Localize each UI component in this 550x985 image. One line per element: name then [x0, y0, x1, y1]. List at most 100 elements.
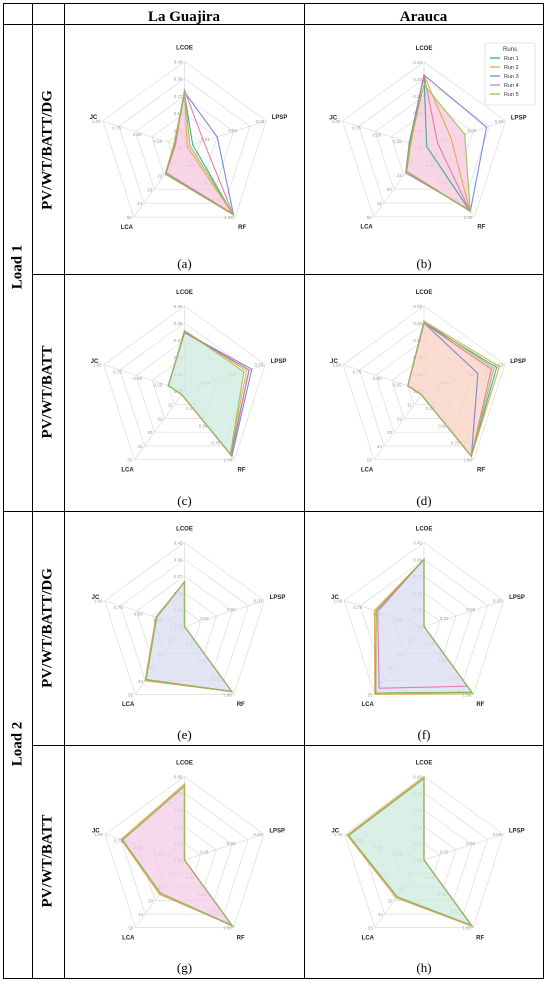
tick-label: 0.50 [373, 376, 382, 381]
tick-label: 11 [168, 403, 173, 408]
tick-label: 55 [367, 215, 373, 220]
tick-label: 0.02 [468, 128, 477, 133]
divider [64, 4, 65, 978]
series-line-run-5 [347, 777, 474, 927]
tick-label: 44 [378, 912, 384, 917]
axis-spoke [184, 120, 267, 148]
grid-ring [104, 776, 265, 928]
panel-label: (h) [416, 960, 432, 975]
tick-label: 0.25 [393, 139, 402, 144]
tick-label: 1.00 [334, 832, 343, 837]
tick-label: 1.00 [223, 926, 232, 931]
tick-label: 0.36 [413, 77, 422, 82]
axis-title-rf: RF [237, 467, 245, 473]
tick-label: 0.50 [133, 132, 142, 137]
tick-label: 33 [148, 430, 154, 435]
axis-title-rf: RF [238, 225, 246, 231]
radar-panel-g: 0.090.180.270.360.450.000.010.020.030.25… [65, 746, 304, 978]
tick-label: 1.00 [224, 458, 233, 463]
tick-label: 0.75 [112, 126, 121, 131]
legend-item: Run 1 [504, 56, 519, 62]
config-label: PV/WT/BATT [39, 814, 56, 908]
tick-label: 22 [157, 173, 163, 178]
tick-label: 0.25 [186, 406, 195, 411]
tick-label: 0.01 [201, 137, 210, 142]
tick-label: 0.18 [174, 111, 183, 116]
grid-ring [342, 61, 506, 218]
axis-title-jc: JC [92, 828, 100, 834]
axis-spoke [134, 390, 185, 460]
tick-label: 1.00 [94, 599, 103, 604]
tick-label: 0.75 [114, 839, 123, 844]
config-label: PV/WT/BATT/DG [39, 90, 56, 210]
tick-label: 1.00 [93, 363, 102, 368]
tick-label: 44 [138, 444, 144, 449]
tick-label: 0.45 [413, 60, 422, 65]
tick-label: 0.36 [174, 557, 183, 562]
series-fill [348, 778, 472, 926]
radar-panel-d: 0.090.180.270.360.450.000.010.020.030.25… [305, 275, 543, 511]
axis-title-lcoe: LCOE [416, 527, 433, 533]
tick-label: 1.00 [332, 119, 341, 124]
radar-panel-c: 0.090.180.270.360.450.000.010.020.030.25… [65, 275, 304, 511]
radar-panel-b: 0.090.180.270.360.450.000.010.020.030.25… [305, 25, 543, 274]
tick-label: 0.03 [495, 119, 504, 124]
tick-label: 0.02 [227, 841, 236, 846]
series-fill [122, 785, 233, 927]
tick-label: 33 [387, 430, 393, 435]
axis-title-lpsp: LPSP [511, 115, 527, 121]
axis-title-lcoe: LCOE [416, 290, 433, 296]
tick-label: 0.75 [353, 369, 362, 374]
tick-label: 0.03 [493, 599, 502, 604]
axis-title-lca: LCA [122, 702, 135, 708]
grid-ring [104, 542, 265, 695]
divider [4, 511, 543, 512]
panel-label: (g) [176, 960, 193, 975]
tick-label: 22 [397, 173, 403, 178]
series-line-run-5 [407, 320, 495, 458]
series-line-run-5 [167, 329, 245, 456]
tick-label: 44 [377, 201, 383, 206]
tick-label: 0.03 [494, 363, 503, 368]
axis-title-jc: JC [331, 828, 339, 834]
axis-title-lpsp: LPSP [271, 359, 287, 365]
axis-title-rf: RF [237, 702, 245, 708]
tick-label: 55 [127, 215, 133, 220]
axis-title-lpsp: LPSP [509, 595, 525, 601]
radar-chart: 0.090.180.270.360.450.000.010.020.030.25… [91, 290, 287, 473]
tick-label: 0.75 [114, 605, 123, 610]
axis-spoke [102, 120, 185, 148]
tick-label: 0.50 [372, 132, 381, 137]
legend-item: Run 5 [504, 92, 519, 98]
axis-title-lpsp: LPSP [269, 828, 285, 834]
tick-label: 1.00 [463, 458, 472, 463]
tick-label: 0.75 [211, 441, 220, 446]
radar-chart: 0.090.180.270.360.450.000.010.020.030.25… [92, 527, 286, 708]
legend-item: Run 4 [504, 83, 519, 89]
tick-label: 0.36 [174, 321, 183, 326]
legend-item: Run 2 [504, 65, 519, 71]
tick-label: 55 [368, 692, 374, 697]
config-label: PV/WT/BATT/DG [39, 568, 56, 688]
axis-title-lcoe: LCOE [416, 760, 433, 766]
tick-label: 0.45 [174, 59, 183, 64]
tick-label: 0.50 [133, 376, 142, 381]
tick-label: 0.01 [200, 616, 209, 621]
grid-ring [358, 78, 490, 204]
axis-spoke [373, 390, 425, 460]
tick-label: 0.75 [353, 605, 362, 610]
tick-label: 0.25 [426, 406, 435, 411]
legend-title: Runs [503, 47, 517, 53]
tick-label: 55 [128, 458, 134, 463]
divider [32, 745, 543, 746]
axis-title-lcoe: LCOE [176, 760, 193, 766]
tick-label: 0.50 [438, 423, 447, 428]
panel-label: (e) [177, 727, 192, 742]
tick-label: 0.02 [466, 607, 475, 612]
radar-chart: 0.090.180.270.360.450.000.010.020.030.25… [92, 760, 285, 941]
column-header-arauca: Arauca [399, 9, 448, 25]
grid-ring [374, 95, 474, 190]
tick-label: 0.36 [413, 321, 422, 326]
tick-label: 44 [137, 201, 143, 206]
radar-chart: 0.090.180.270.360.450.000.010.020.030.25… [330, 290, 526, 473]
